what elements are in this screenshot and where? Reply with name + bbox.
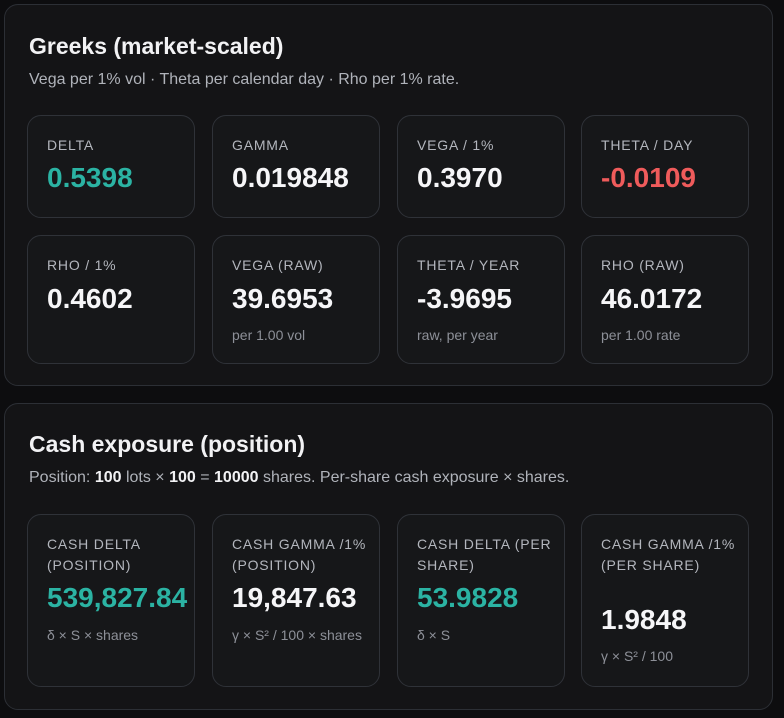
card-label: GAMMA <box>232 137 289 153</box>
card-label: RHO / 1% <box>47 257 117 273</box>
card-label: CASH DELTA (PER SHARE) <box>417 536 552 573</box>
card-label: RHO (RAW) <box>601 257 685 273</box>
card-value: 19,847.63 <box>232 582 357 613</box>
card-label: CASH GAMMA /1% (POSITION) <box>232 536 367 573</box>
subtitle-equals: = <box>195 469 215 486</box>
card-value: -3.9695 <box>417 283 512 314</box>
greek-card-delta: DELTA 0.5398 <box>27 115 195 218</box>
card-note: per 1.00 vol <box>232 327 306 343</box>
card-label: DELTA <box>47 137 95 153</box>
greeks-panel-title: Greeks (market-scaled) <box>29 33 284 59</box>
card-label: THETA / YEAR <box>417 257 521 273</box>
cash-panel-subtitle: Position: 100 lots × 100 = 10000 shares.… <box>29 469 569 487</box>
card-value: 53.9828 <box>417 582 519 613</box>
card-value: 0.3970 <box>417 162 503 193</box>
subtitle-prefix: Position: <box>29 469 95 486</box>
card-value: -0.0109 <box>601 162 696 193</box>
card-label: CASH GAMMA /1% (PER SHARE) <box>601 536 736 573</box>
cash-card-delta-per-share: CASH DELTA (PER SHARE) 53.9828 δ × S <box>397 514 565 687</box>
greeks-panel: Greeks (market-scaled) Vega per 1% vol ·… <box>4 4 773 386</box>
card-note: raw, per year <box>417 327 498 343</box>
subtitle-lots-text: lots × <box>121 469 170 486</box>
cash-exposure-panel: Cash exposure (position) Position: 100 l… <box>4 403 773 710</box>
greek-card-theta-day: THETA / DAY -0.0109 <box>581 115 749 218</box>
card-value: 1.9848 <box>601 604 687 635</box>
cash-card-gamma-per-share: CASH GAMMA /1% (PER SHARE) 1.9848 γ × S²… <box>581 514 749 687</box>
card-value: 0.4602 <box>47 283 133 314</box>
card-label: CASH DELTA (POSITION) <box>47 536 141 573</box>
card-note: δ × S <box>417 627 451 643</box>
cash-card-delta-position: CASH DELTA (POSITION) 539,827.84 δ × S ×… <box>27 514 195 687</box>
greek-card-vega: VEGA / 1% 0.3970 <box>397 115 565 218</box>
card-value: 39.6953 <box>232 283 334 314</box>
cash-panel-title: Cash exposure (position) <box>29 431 306 457</box>
card-note: γ × S² / 100 × shares <box>232 627 362 643</box>
subtitle-multiplier: 100 <box>169 469 196 486</box>
card-note: γ × S² / 100 <box>601 648 673 664</box>
card-value: 0.019848 <box>232 162 349 193</box>
card-label: VEGA / 1% <box>417 137 495 153</box>
card-value: 46.0172 <box>601 283 703 314</box>
card-label: THETA / DAY <box>601 137 694 153</box>
greek-card-rho: RHO / 1% 0.4602 <box>27 235 195 364</box>
greek-card-theta-year: THETA / YEAR -3.9695 raw, per year <box>397 235 565 364</box>
greek-card-vega-raw: VEGA (RAW) 39.6953 per 1.00 vol <box>212 235 380 364</box>
card-value: 0.5398 <box>47 162 133 193</box>
subtitle-lots: 100 <box>94 469 122 486</box>
card-note: δ × S × shares <box>47 627 139 643</box>
card-value: 539,827.84 <box>47 582 188 613</box>
card-label: VEGA (RAW) <box>232 257 324 273</box>
cash-card-gamma-position: CASH GAMMA /1% (POSITION) 19,847.63 γ × … <box>212 514 380 687</box>
greek-card-gamma: GAMMA 0.019848 <box>212 115 380 218</box>
subtitle-shares: 10000 <box>214 469 259 486</box>
subtitle-suffix: shares. Per-share cash exposure × shares… <box>258 469 570 486</box>
greek-card-rho-raw: RHO (RAW) 46.0172 per 1.00 rate <box>581 235 749 364</box>
card-note: per 1.00 rate <box>601 327 681 343</box>
greeks-panel-subtitle: Vega per 1% vol · Theta per calendar day… <box>29 71 460 88</box>
